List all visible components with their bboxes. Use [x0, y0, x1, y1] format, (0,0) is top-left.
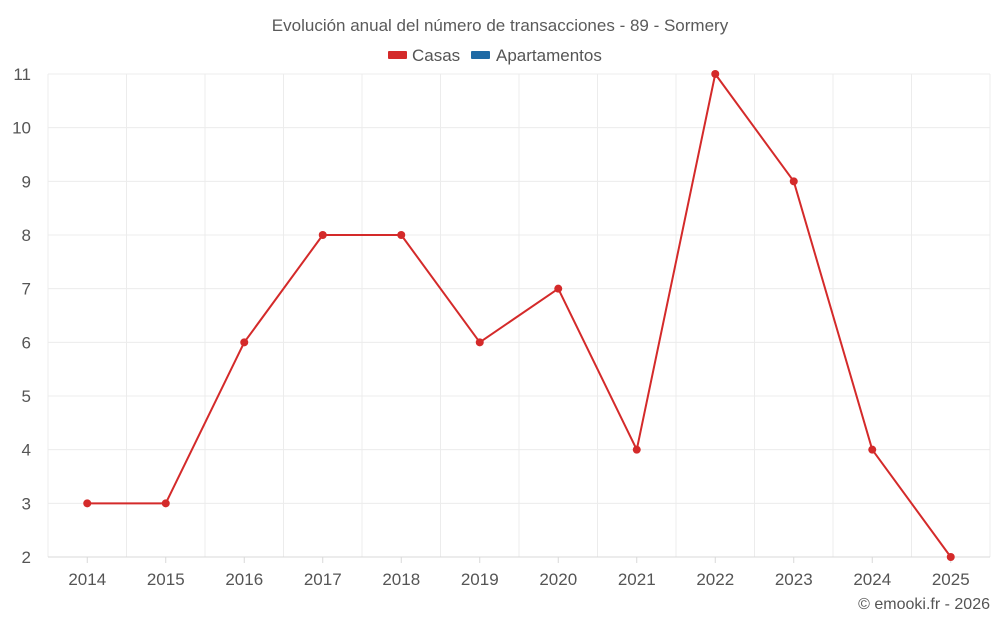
legend-item-casas[interactable]: Casas	[388, 46, 460, 65]
x-tick-label-2020: 2020	[539, 570, 577, 589]
legend-label-apartamentos: Apartamentos	[496, 46, 602, 65]
data-point-casas-2018[interactable]	[397, 231, 406, 239]
x-tick-label-2024: 2024	[853, 570, 891, 589]
data-point-casas-2016[interactable]	[240, 338, 249, 347]
legend-swatch-casas	[388, 51, 407, 59]
y-tick-label-9: 9	[22, 172, 31, 191]
data-point-casas-2020[interactable]	[554, 284, 563, 293]
x-tick-label-2014: 2014	[68, 570, 106, 589]
data-point-casas-2017[interactable]	[318, 231, 327, 239]
data-point-casas-2015[interactable]	[161, 499, 170, 508]
x-tick-label-2016: 2016	[225, 570, 263, 589]
data-point-casas-2022[interactable]	[711, 70, 720, 78]
x-tick-label-2025: 2025	[932, 570, 970, 589]
data-point-casas-2021[interactable]	[632, 445, 641, 454]
data-point-casas-2023[interactable]	[789, 177, 798, 186]
x-tick-label-2021: 2021	[618, 570, 656, 589]
credit-text: © emooki.fr - 2026	[858, 596, 990, 613]
legend-swatch-apartamentos	[471, 51, 490, 59]
y-tick-label-5: 5	[22, 387, 31, 406]
x-tick-label-2019: 2019	[461, 570, 499, 589]
y-tick-label-8: 8	[22, 226, 31, 245]
y-tick-label-4: 4	[22, 441, 31, 460]
series-line-casas	[87, 73, 952, 558]
data-point-casas-2019[interactable]	[475, 338, 484, 347]
y-tick-label-7: 7	[22, 280, 31, 299]
x-tick-label-2023: 2023	[775, 570, 813, 589]
data-point-casas-2014[interactable]	[83, 499, 92, 508]
x-tick-label-2022: 2022	[696, 570, 734, 589]
x-tick-label-2015: 2015	[147, 570, 185, 589]
x-axis: 2014 2015 2016 2017 2018 2019 2020 2021 2022 2023…	[48, 556, 990, 589]
x-tick-label-2017: 2017	[304, 570, 342, 589]
legend-item-apartamentos[interactable]: Apartamentos	[471, 46, 602, 65]
data-point-casas-2025[interactable]	[946, 553, 955, 561]
series-casas	[83, 70, 955, 561]
y-tick-label-11: 11	[13, 65, 31, 84]
legend: Casas Apartamentos	[388, 46, 602, 65]
y-tick-label-3: 3	[22, 494, 31, 513]
y-axis: 2 3 4 5 6 7 8 9 10 11	[12, 65, 31, 567]
x-tick-label-2018: 2018	[382, 570, 420, 589]
data-point-casas-2024[interactable]	[868, 445, 877, 454]
legend-label-casas: Casas	[412, 46, 460, 65]
grid	[47, 73, 991, 557]
y-tick-label-10: 10	[12, 119, 31, 138]
y-tick-label-6: 6	[22, 333, 31, 352]
y-tick-label-2: 2	[22, 548, 31, 567]
chart-title: Evolución anual del número de transaccio…	[272, 16, 729, 35]
